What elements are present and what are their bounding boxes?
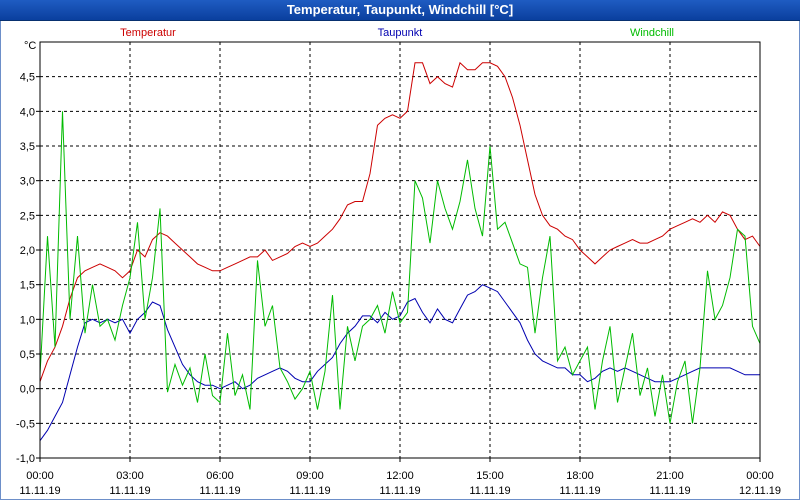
plot-area-border [39,41,761,459]
x-tick-time: 21:00 [656,470,684,482]
x-tick-time: 03:00 [116,470,144,482]
x-tick-time: 06:00 [206,470,234,482]
legend-windchill: Windchill [630,27,674,39]
x-tick-time: 00:00 [746,470,774,482]
y-tick-label: -0,5 [16,418,35,430]
y-tick-label: 3,0 [20,176,35,188]
x-tick-date: 11.11.19 [199,485,240,497]
series-lines [39,61,761,441]
x-tick-date: 11.11.19 [469,485,510,497]
x-tick-time: 00:00 [26,470,54,482]
x-tick-date: 11.11.19 [559,485,600,497]
x-tick-time: 15:00 [476,470,504,482]
y-tick-label: 3,5 [20,141,35,153]
y-tick-label: 4,5 [20,72,35,84]
x-tick-time: 12:00 [386,470,414,482]
series-line-windchill [39,111,761,424]
legend-temperatur: Temperatur [120,27,176,39]
series-line-taupunkt [39,284,760,441]
x-tick-date: 12.11.19 [739,485,781,497]
x-tick-date: 11.11.19 [109,485,150,497]
series-line-temperatur [39,61,761,382]
y-tick-label: 0,5 [20,349,35,361]
legend-taupunkt: Taupunkt [378,27,423,39]
x-tick-time: 09:00 [296,470,324,482]
y-tick-label: 2,5 [20,210,35,222]
y-tick-label: 4,0 [20,106,35,118]
y-tick-label: 1,0 [20,314,35,326]
legend: Temperatur Taupunkt Windchill [120,27,674,39]
x-tick-date: 11.11.19 [289,485,330,497]
x-tick-date: 11.11.19 [19,485,60,497]
y-tick-label: 1,5 [20,280,35,292]
x-tick-time: 18:00 [566,470,594,482]
y-tick-label: 0,0 [20,384,35,396]
x-tick-date: 11.11.19 [649,485,690,497]
x-tick-date: 11.11.19 [379,485,420,497]
chart-title: Temperatur, Taupunkt, Windchill [°C] [0,0,800,21]
y-tick-label: -1,0 [16,453,35,465]
y-axis-label: °C [24,40,36,52]
axes: -1,0 -0,5 0,0 0,5 1,0 1,5 2,0 2,5 3,0 3,5 4,0 4,5 00… [16,41,781,497]
y-tick-label: 2,0 [20,245,35,257]
